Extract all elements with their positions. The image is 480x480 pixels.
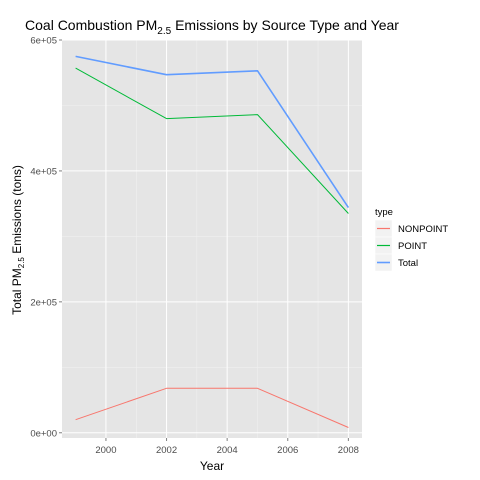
x-axis-title: Year (200, 459, 224, 473)
grid-minor (62, 40, 362, 438)
series-line-total (75, 55, 350, 209)
series-lines (75, 55, 350, 428)
y-tick-label: 6e+05 (30, 36, 57, 47)
grid-major (62, 39, 362, 438)
x-axis: 2000 2002 2004 2006 2008 (95, 438, 359, 456)
legend: type NONPOINT POINT Total (374, 207, 448, 272)
x-tick-label: 2002 (156, 445, 177, 456)
legend-label-total: Total (398, 258, 418, 269)
legend-title: type (375, 207, 393, 218)
x-tick-label: 2004 (217, 445, 238, 456)
plot-panel (62, 40, 362, 438)
y-tick-label: 2e+05 (30, 297, 57, 308)
y-axis: 0e+00 2e+05 4e+05 6e+05 (30, 36, 62, 439)
legend-items: NONPOINT POINT Total (374, 219, 448, 272)
chart-title: Coal Combustion PM2.5 Emissions by Sourc… (25, 17, 399, 37)
y-tick-label: 4e+05 (30, 166, 57, 177)
y-axis-title: Total PM2.5 Emissions (tons) (10, 165, 26, 315)
series-line-nonpoint (75, 387, 349, 428)
x-tick-label: 2000 (95, 445, 116, 456)
legend-label-nonpoint: NONPOINT (398, 224, 448, 235)
series-line-point (75, 67, 349, 214)
x-tick-label: 2008 (338, 445, 359, 456)
legend-label-point: POINT (398, 241, 427, 252)
x-tick-label: 2006 (277, 445, 298, 456)
y-tick-label: 0e+00 (30, 428, 57, 439)
